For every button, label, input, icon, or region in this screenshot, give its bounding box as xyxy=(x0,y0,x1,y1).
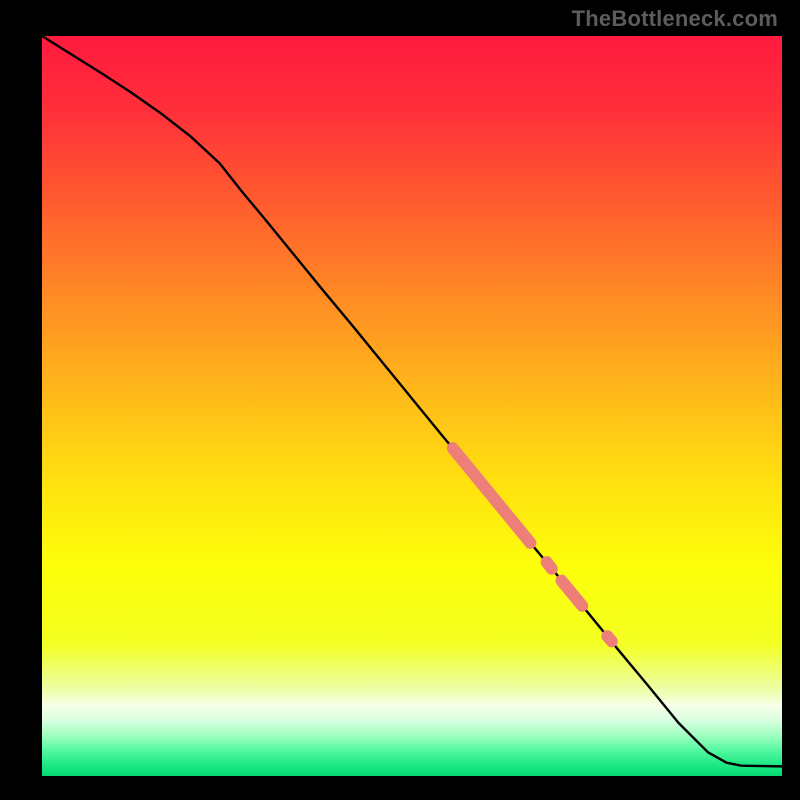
plot-area xyxy=(42,36,782,776)
highlight-segment xyxy=(607,636,611,641)
highlight-segment xyxy=(453,448,531,543)
chart-frame: TheBottleneck.com xyxy=(0,0,800,800)
curve-layer xyxy=(42,36,782,776)
highlight-segment xyxy=(561,581,582,606)
performance-curve xyxy=(42,36,782,766)
highlight-segment xyxy=(547,562,552,569)
watermark-label: TheBottleneck.com xyxy=(572,6,778,32)
